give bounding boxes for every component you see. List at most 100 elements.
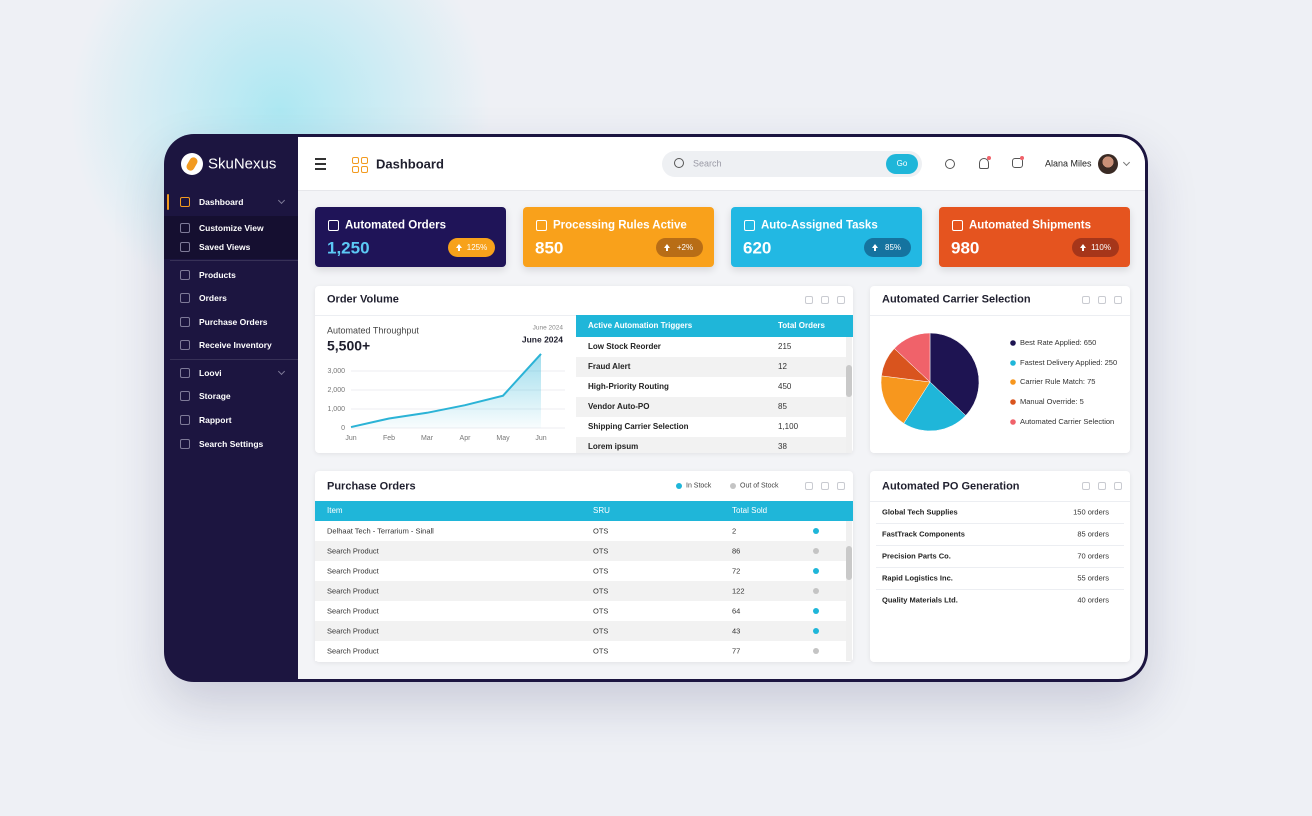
trigger-name: Lorem ipsum bbox=[588, 442, 639, 451]
table-row bbox=[576, 417, 846, 437]
icon bbox=[1098, 296, 1106, 304]
brand-name: SkuNexus bbox=[208, 155, 277, 173]
row-divider bbox=[876, 523, 1124, 524]
pie-slice bbox=[929, 332, 980, 416]
card-divider bbox=[870, 315, 1130, 316]
sidebar-item[interactable]: Rapport bbox=[199, 414, 232, 425]
scrollbar-thumb bbox=[846, 365, 852, 397]
kpi-badge bbox=[656, 238, 703, 257]
badge-arrow-stem bbox=[1082, 247, 1084, 251]
kpi-change: 125% bbox=[466, 242, 488, 252]
icon bbox=[805, 482, 813, 490]
kpi-card bbox=[939, 207, 1130, 267]
pie-slice bbox=[903, 381, 967, 432]
badge-arrow-stem bbox=[458, 247, 460, 251]
sidebar-item[interactable]: Products bbox=[199, 269, 236, 280]
supplier-name: Precision Parts Co. bbox=[882, 551, 951, 561]
table-row bbox=[576, 437, 846, 453]
kpi-card bbox=[523, 207, 714, 267]
supplier-name: Quality Materials Ltd. bbox=[882, 595, 958, 605]
sidebar-item[interactable]: Orders bbox=[199, 292, 227, 303]
icon bbox=[180, 439, 190, 449]
trigger-orders: 450 bbox=[778, 382, 792, 391]
menu-icon-line[interactable] bbox=[315, 168, 326, 170]
icon bbox=[1082, 482, 1090, 490]
sidebar-item[interactable]: Customize View bbox=[199, 222, 264, 233]
notification-dot bbox=[987, 156, 991, 160]
table-cell: Search Product bbox=[327, 606, 379, 616]
trigger-orders: 85 bbox=[778, 402, 787, 411]
trigger-name: Fraud Alert bbox=[588, 362, 631, 371]
supplier-name: Rapid Logistics Inc. bbox=[882, 573, 953, 583]
icon bbox=[821, 482, 829, 490]
table-row bbox=[315, 581, 846, 601]
table-cell: Search Product bbox=[327, 546, 379, 556]
icon bbox=[536, 220, 547, 231]
separator bbox=[170, 260, 298, 261]
chat-icon[interactable] bbox=[1012, 158, 1023, 168]
x-tick-label: Jun bbox=[345, 435, 356, 442]
icon bbox=[361, 166, 368, 173]
supplier-orders: 150 orders bbox=[1073, 507, 1109, 517]
table-cell: Search Product bbox=[327, 646, 379, 656]
trigger-orders: 215 bbox=[778, 342, 792, 351]
search-button[interactable] bbox=[886, 154, 918, 174]
column-header: Item bbox=[327, 506, 343, 515]
kpi-value: 620 bbox=[743, 238, 772, 258]
icon bbox=[805, 296, 813, 304]
sidebar-item[interactable]: Purchase Orders bbox=[199, 316, 268, 327]
separator bbox=[170, 359, 298, 360]
menu-icon-line[interactable] bbox=[315, 158, 326, 160]
y-tick-label: 1,000 bbox=[327, 406, 345, 413]
icon bbox=[180, 242, 190, 252]
avatar[interactable] bbox=[1098, 154, 1118, 174]
line-chart: Automated Throughput 5,500+ June 2024 June … bbox=[327, 325, 565, 442]
badge-arrow bbox=[872, 244, 878, 248]
menu-icon-line[interactable] bbox=[315, 163, 326, 165]
notification-icon[interactable] bbox=[979, 158, 989, 169]
badge-arrow bbox=[664, 244, 670, 248]
kpi-label: Automated Shipments bbox=[969, 219, 1092, 232]
table-cell: Delhaat Tech - Terrarium - Sinall bbox=[327, 526, 434, 536]
kpi-badge bbox=[448, 238, 495, 257]
search-box[interactable] bbox=[662, 151, 922, 177]
user-name[interactable]: Alana Miles bbox=[1045, 158, 1092, 169]
legend-dot bbox=[1010, 399, 1016, 405]
table-row bbox=[576, 377, 846, 397]
supplier-orders: 85 orders bbox=[1077, 529, 1109, 539]
legend-dot bbox=[1010, 360, 1016, 366]
table-cell: OTS bbox=[593, 546, 609, 556]
icon bbox=[1082, 296, 1090, 304]
kpi-label: Processing Rules Active bbox=[553, 219, 687, 232]
scrollbar bbox=[846, 521, 852, 661]
card-divider bbox=[870, 501, 1130, 502]
sidebar-item[interactable]: Search Settings bbox=[199, 438, 264, 449]
sidebar-item[interactable]: Storage bbox=[199, 390, 231, 401]
stock-dot bbox=[813, 548, 819, 554]
search-button-label[interactable]: Go bbox=[896, 159, 908, 168]
table-cell: 86 bbox=[732, 546, 741, 556]
legend-dot bbox=[1010, 340, 1016, 346]
kpi-badge bbox=[864, 238, 911, 257]
kpi-change: 85% bbox=[884, 242, 902, 252]
sidebar-item[interactable]: Receive Inventory bbox=[199, 339, 272, 350]
badge-arrow-stem bbox=[874, 247, 876, 251]
table-cell: OTS bbox=[593, 646, 609, 656]
sidebar-item[interactable]: Loovi bbox=[199, 367, 222, 378]
table-cell: OTS bbox=[593, 586, 609, 596]
column-header: SRU bbox=[593, 506, 610, 515]
table-row bbox=[315, 541, 846, 561]
stock-dot bbox=[813, 588, 819, 594]
kpi-label: Automated Orders bbox=[345, 219, 446, 232]
legend-label: Automated Carrier Selection bbox=[1020, 417, 1114, 426]
active-indicator bbox=[167, 194, 169, 210]
sidebar-item[interactable]: Dashboard bbox=[199, 196, 244, 207]
table-cell: 43 bbox=[732, 626, 741, 636]
table-row bbox=[315, 521, 846, 541]
icon bbox=[328, 220, 339, 231]
stock-dot bbox=[813, 608, 819, 614]
badge-arrow bbox=[456, 244, 462, 248]
sidebar-item[interactable]: Saved Views bbox=[199, 241, 251, 252]
theme-icon[interactable] bbox=[945, 159, 955, 169]
